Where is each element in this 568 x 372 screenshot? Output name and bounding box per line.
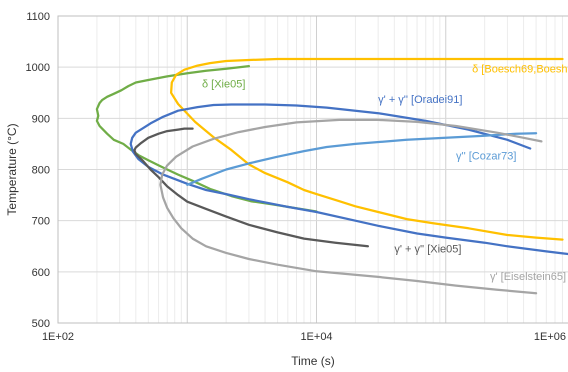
series-annotation: γ' [Eiselstein65] [490, 271, 566, 283]
x-tick-label: 1E+02 [42, 331, 74, 343]
y-tick-label: 1000 [26, 62, 50, 74]
y-tick-labels: 500 600 700 800 900 1000 1100 [26, 11, 50, 330]
y-tick-label: 500 [32, 318, 50, 330]
series-line-4 [186, 132, 538, 186]
series-line-5 [133, 127, 370, 248]
series-group [95, 57, 568, 295]
series-line-2 [169, 57, 564, 241]
y-tick-label: 600 [32, 267, 50, 279]
series-annotation: δ [Boesch69,Boesh68] [472, 63, 568, 75]
y-tick-label: 800 [32, 165, 50, 177]
series-annotation: γ' + γ'' [Xie05] [394, 243, 461, 255]
y-tick-label: 700 [32, 216, 50, 228]
series-annotation: γ' + γ'' [Oradei91] [378, 94, 462, 106]
y-axis-title: Temperature (°C) [5, 123, 19, 215]
series-line-1 [95, 64, 318, 213]
x-axis-title: Time (s) [291, 354, 335, 368]
series-annotation: γ'' [Cozar73] [456, 150, 516, 162]
plot-area-frame [57, 15, 568, 324]
x-tick-labels: 1E+02 1E+04 1E+06 [42, 331, 566, 343]
x-tick-label: 1E+04 [300, 331, 332, 343]
grid [57, 15, 568, 324]
series-line-6 [159, 118, 543, 295]
y-tick-label: 900 [32, 113, 50, 125]
series-annotation: δ [Xie05] [202, 79, 245, 91]
x-tick-label: 1E+06 [534, 331, 566, 343]
annotations: δ [Xie05] δ [Boesch69,Boesh68] γ' + γ'' [O… [202, 63, 568, 283]
series-line-3 [129, 103, 568, 256]
y-tick-label: 1100 [26, 11, 50, 23]
